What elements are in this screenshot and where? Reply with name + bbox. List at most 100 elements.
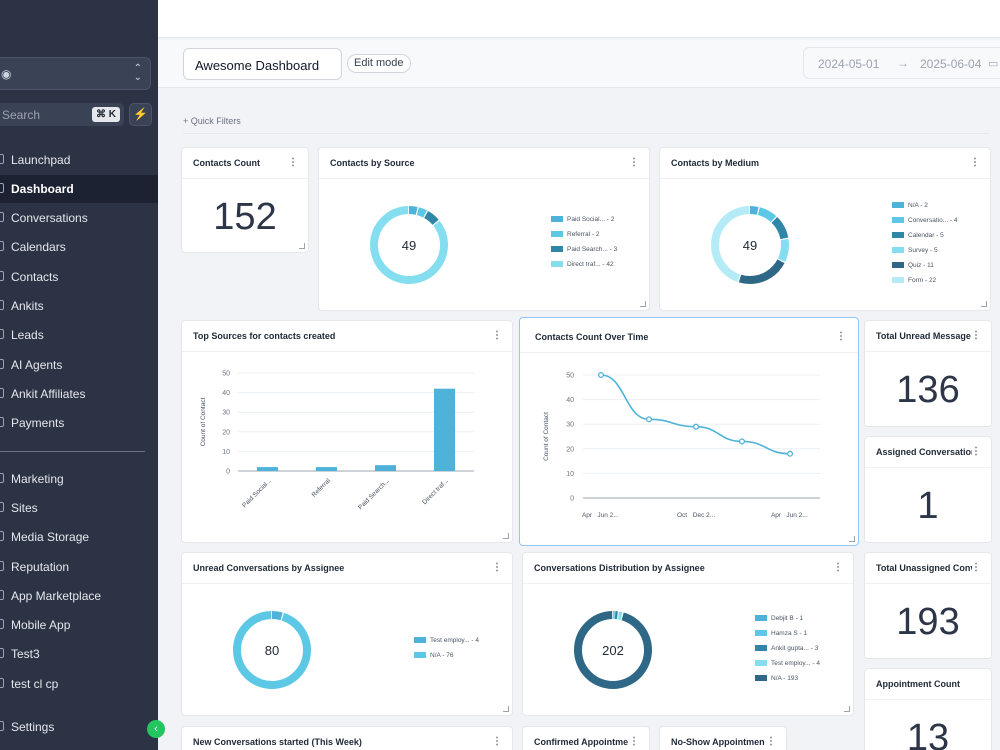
resize-handle[interactable]	[503, 706, 509, 712]
sidebar-item-media-storage[interactable]: Media Storage	[0, 523, 158, 551]
search-input[interactable]: Search ⌘ K	[0, 103, 124, 126]
y-tick-label: 10	[222, 449, 230, 456]
x-tick-label: Apr	[582, 512, 593, 519]
more-menu-icon[interactable]: ⋮	[971, 446, 981, 457]
widget-appointment-count: Appointment Count 13	[864, 668, 992, 750]
arrow-right-icon: →	[897, 56, 909, 70]
resize-handle[interactable]	[981, 301, 987, 307]
gear-icon	[0, 721, 4, 731]
quick-filters-button[interactable]: + Quick Filters	[183, 116, 241, 126]
donut-total: 49	[742, 238, 758, 253]
y-tick-label: 20	[222, 429, 230, 436]
more-menu-icon[interactable]: ⋮	[970, 157, 980, 168]
sidebar-item-ai-agents[interactable]: AI Agents	[0, 351, 158, 379]
legend: Paid Social... - 2 Referral - 2 Paid Sea…	[551, 216, 617, 276]
widget-title: Contacts by Source	[330, 158, 415, 168]
date-range-picker[interactable]: 2024-05-01 → 2025-06-04 ▭	[803, 47, 1000, 79]
account-switcher[interactable]: ◉ ⌃ ⌄	[0, 57, 151, 90]
more-menu-icon[interactable]: ⋮	[492, 736, 502, 747]
sidebar-item-marketing[interactable]: Marketing	[0, 465, 158, 493]
sidebar-item-contacts[interactable]: Contacts	[0, 263, 158, 291]
sidebar-item-payments[interactable]: Payments	[0, 409, 158, 437]
sidebar-item-affiliates[interactable]: Ankit Affiliates	[0, 380, 158, 408]
x-tick-label: Apr	[771, 512, 782, 519]
sidebar-item-reputation[interactable]: Reputation	[0, 553, 158, 581]
star-icon	[0, 561, 4, 571]
more-menu-icon[interactable]: ⋮	[833, 562, 843, 573]
sidebar-item-leads[interactable]: Leads	[0, 321, 158, 349]
custom-icon	[0, 678, 4, 688]
x-tick-label: Direct traf...	[421, 477, 450, 506]
sidebar-item-ankits[interactable]: Ankits	[0, 292, 158, 320]
sidebar-item-calendars[interactable]: Calendars	[0, 233, 158, 261]
widget-top-sources: Top Sources for contacts created ⋮ 0 10 20…	[181, 320, 513, 543]
custom-icon	[0, 648, 4, 658]
sidebar-item-test3[interactable]: Test3	[0, 640, 158, 668]
legend: N/A - 2 Conversatio... - 4 Calendar - 5 …	[892, 202, 958, 292]
sidebar-item-conversations[interactable]: Conversations	[0, 204, 158, 232]
donut-slice	[370, 206, 448, 284]
more-menu-icon[interactable]: ⋮	[492, 330, 502, 341]
widget-title: Confirmed Appointme	[534, 737, 629, 747]
y-tick-label: 0	[226, 469, 230, 476]
date-start: 2024-05-01	[818, 57, 880, 71]
legend-item: Test employ... - 4	[414, 637, 479, 652]
more-menu-icon[interactable]: ⋮	[971, 562, 981, 573]
donut-total: 202	[602, 643, 624, 658]
more-menu-icon[interactable]: ⋮	[288, 157, 298, 168]
sidebar-item-sites[interactable]: Sites	[0, 494, 158, 522]
x-tick-label: Paid Social...	[241, 477, 273, 509]
edit-mode-button[interactable]: Edit mode	[347, 54, 411, 73]
bar-chart-top-sources: 0 10 20 30 40 50 Count of Contact Paid Social..…	[200, 371, 474, 511]
donut-slice	[370, 206, 448, 284]
search-shortcut-badge: ⌘ K	[92, 107, 120, 122]
resize-handle[interactable]	[640, 301, 646, 307]
date-end: 2025-06-04	[920, 57, 982, 71]
bar	[375, 465, 396, 471]
donut-chart-distribution	[574, 611, 652, 689]
widget-title: Total Unread Message	[876, 331, 971, 341]
collapse-sidebar-chevron-icon[interactable]: ‹	[147, 720, 165, 738]
sidebar-item-launchpad[interactable]: Launchpad	[0, 146, 158, 174]
dashboard-name-field[interactable]: Awesome Dashboard	[183, 48, 342, 80]
more-menu-icon[interactable]: ⋮	[492, 562, 502, 573]
widget-noshow-appointments: No-Show Appointmen ⋮	[659, 726, 787, 750]
sidebar-item-test-cl-cp[interactable]: test cl cp	[0, 670, 158, 698]
legend-item: Direct traf... - 42	[551, 261, 617, 276]
more-menu-icon[interactable]: ⋮	[766, 736, 776, 747]
quick-action-bolt-icon[interactable]: ⚡	[129, 103, 152, 126]
box-icon	[0, 300, 4, 310]
widget-title: Total Unassigned Conv	[876, 563, 972, 573]
sidebar-divider	[0, 451, 145, 452]
resize-handle[interactable]	[844, 706, 850, 712]
leads-icon	[0, 329, 4, 339]
resize-handle[interactable]	[849, 536, 855, 542]
resize-handle[interactable]	[299, 243, 305, 249]
legend-item: Test employ... - 4	[755, 660, 820, 675]
legend-item: N/A - 2	[892, 202, 958, 217]
more-menu-icon[interactable]: ⋮	[629, 157, 639, 168]
sidebar-item-app-marketplace[interactable]: App Marketplace	[0, 582, 158, 610]
y-axis-label: Count of Contact	[543, 412, 550, 461]
widget-contacts-over-time[interactable]: Contacts Count Over Time ⋮ 0 10 20 30 40 50 Co…	[519, 317, 859, 546]
donut-total: 49	[401, 238, 417, 253]
data-point	[692, 423, 700, 430]
y-tick-label: 0	[570, 496, 574, 503]
more-menu-icon[interactable]: ⋮	[836, 331, 846, 342]
legend: Test employ... - 4 N/A - 76	[414, 637, 479, 667]
widget-contacts-by-medium: Contacts by Medium ⋮ 49 N/A - 2 Conversa…	[659, 147, 991, 311]
more-menu-icon[interactable]: ⋮	[971, 330, 981, 341]
more-menu-icon[interactable]: ⋮	[629, 736, 639, 747]
sidebar-item-mobile-app[interactable]: Mobile App	[0, 611, 158, 639]
y-tick-label: 50	[566, 373, 574, 380]
widget-title: Contacts Count Over Time	[535, 332, 649, 342]
widget-contacts-by-source: Contacts by Source ⋮ 49 Paid Social... -…	[318, 147, 650, 311]
sidebar-item-dashboard[interactable]: Dashboard	[0, 175, 158, 203]
ai-icon	[0, 359, 4, 369]
widget-title: Conversations Distribution by Assignee	[534, 563, 705, 573]
widget-total-unread: Total Unread Message ⋮ 136	[864, 320, 992, 427]
sidebar-item-settings[interactable]: Settings	[0, 713, 158, 741]
resize-handle[interactable]	[503, 533, 509, 539]
legend-item: Ankit gupta... - 3	[755, 645, 820, 660]
y-tick-label: 20	[566, 446, 574, 453]
